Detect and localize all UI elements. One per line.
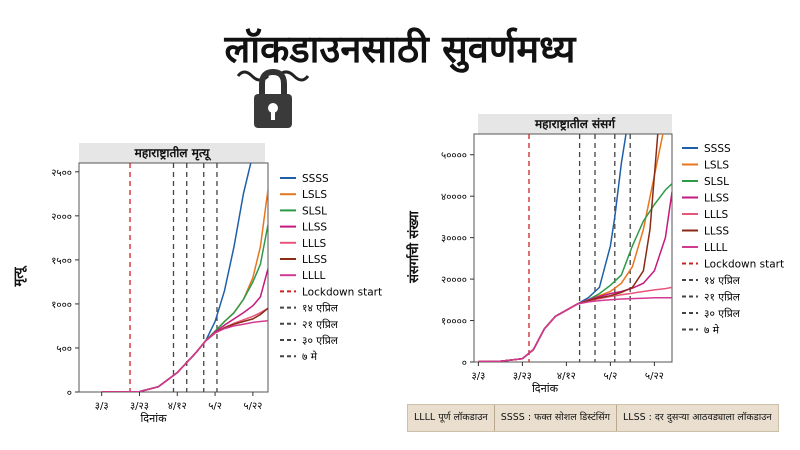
legend-label: LSLS [704,160,729,172]
x-axis-label: दिनांक [532,382,559,395]
x-tick-label: ५/२२ [645,371,664,382]
legend-label: LLSS [704,193,729,205]
footer-item-llll: LLLL पूर्ण लॉकडाउन [408,405,495,431]
legend-label: Lockdown start [704,259,784,271]
legend-label: २१ एप्रिल [302,318,339,331]
legend-label: १४ एप्रिल [302,302,339,315]
y-tick-label: १५०० [51,256,72,267]
x-tick-label: ५/२ [208,401,222,412]
y-tick-label: १००० [51,300,72,311]
y-tick-label: ० [67,388,72,399]
y-tick-label: ० [462,358,467,369]
legend-label: SSSS [302,173,329,185]
legend-label: ७ मे [302,350,318,363]
legend-label: १४ एप्रिल [704,274,741,287]
legend-label: LLLS [704,209,729,221]
y-tick-label: २०००० [441,275,467,286]
series-line-llll [101,319,268,392]
chart-right-title-strip: महाराष्ट्रातील संसर्ग [478,114,672,134]
x-axis-label: दिनांक [140,412,167,425]
legend-label: SLSL [302,205,327,217]
x-tick-label: ३/३ [472,371,486,382]
x-tick-label: ५/२२ [243,401,262,412]
plot-frame [473,133,673,363]
plot-frame [78,162,269,393]
x-tick-label: ४/१२ [168,401,187,412]
legend-label: Lockdown start [302,286,382,298]
x-tick-label: ३/३ [95,401,109,412]
legend-label: LLLL [704,242,728,254]
chart-0: ० ५०० १००० १५०० २००० २५०० ३/३ ३/२३ ४/१२ ५/२ ५/२२ दि… [51,162,382,425]
plot-area [101,163,268,392]
chart-left-title-strip: महाराष्ट्रातील मृत्यू [79,143,265,163]
legend-label: LLLL [302,270,326,282]
y-tick-label: २००० [51,212,72,223]
y-tick-label: ३०००० [441,234,467,245]
legend-label: LLSS [302,254,327,266]
legend-label: SSSS [704,143,731,155]
legend-label: ३० एप्रिल [704,307,741,320]
page-title: लॉकडाउनसाठी सुवर्णमध्य [224,27,576,71]
y-tick-label: ४०००० [441,192,467,203]
footer-legend-bar: LLLL पूर्ण लॉकडाउन SSSS : फक्त सोशल डिस्… [407,404,779,432]
legend-label: LLSS [302,222,327,234]
footer-item-llss: LLSS : दर दुसऱ्या आठवड्याला लॉकडाउन [622,412,772,423]
legend-label: LLSS [704,226,729,238]
y-tick-label: २५०० [51,168,72,179]
legend-label: २१ एप्रिल [704,291,741,304]
legend-label: LSLS [302,189,327,201]
y-tick-label: १०००० [441,317,467,328]
legend-label: LLLS [302,238,327,250]
chart-1: ० १०००० २०००० ३०००० ४०००० ५०००० ३/३ ३/२३ ४/१२ ५/२… [441,133,784,395]
legend-label: ७ मे [704,324,720,337]
x-tick-label: ३/२३ [513,371,532,382]
footer-item-ssss: SSSS : फक्त सोशल डिस्टंसिंग [495,405,617,431]
y-tick-label: ५०० [56,344,72,355]
plot-area [478,134,672,362]
x-tick-label: ५/२ [604,371,618,382]
series-line-llll [478,296,672,362]
legend-label: ३० एप्रिल [302,334,339,347]
legend-label: SLSL [704,176,729,188]
y-tick-label: ५०००० [441,151,467,162]
padlock-icon [236,68,310,128]
x-tick-label: ३/२३ [130,401,149,412]
x-tick-label: ४/१२ [557,371,576,382]
